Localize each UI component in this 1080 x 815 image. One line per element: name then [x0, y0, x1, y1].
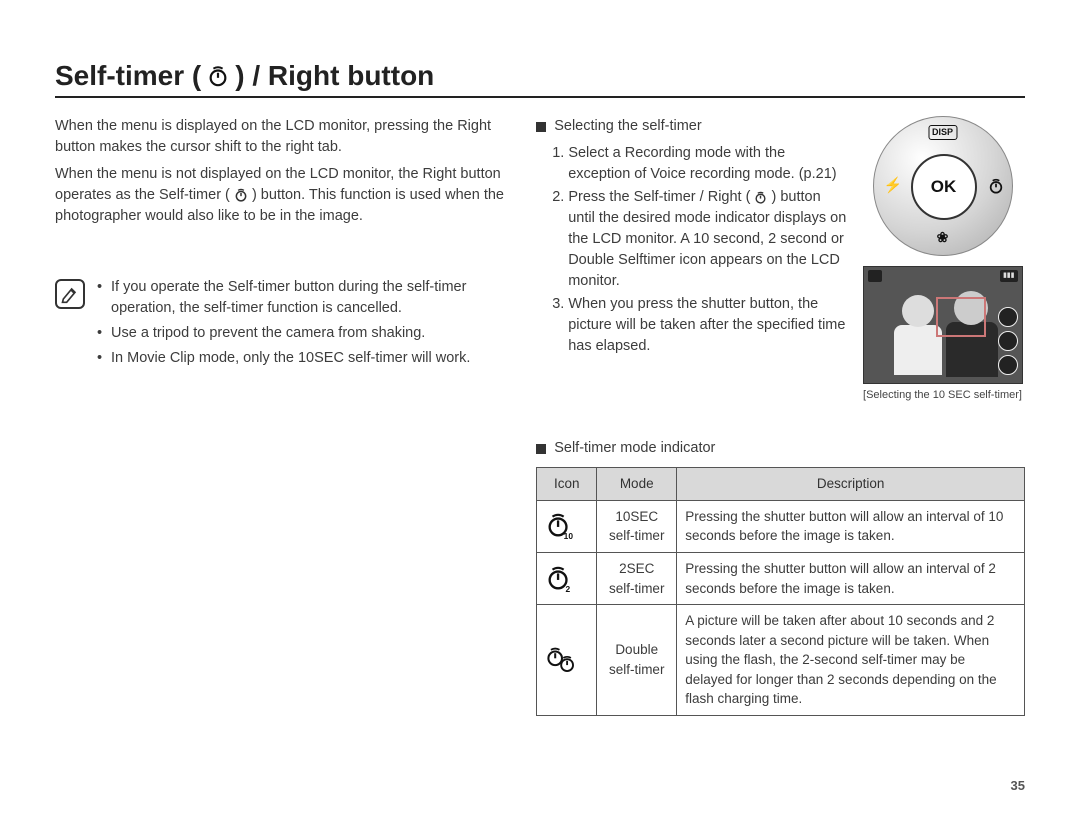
focus-frame-icon — [936, 297, 986, 337]
camera-mode-icon — [868, 270, 882, 282]
svg-text:2: 2 — [566, 584, 571, 593]
subheading-selecting: Selecting the self-timer — [536, 116, 850, 137]
mode-cell: Double self-timer — [597, 605, 677, 716]
nav-wheel-figure: DISP ⚡ ❀ OK — [873, 116, 1013, 256]
step-3: 3. When you press the shutter button, th… — [552, 294, 850, 357]
left-column: When the menu is displayed on the LCD mo… — [55, 116, 506, 716]
lcd-status-icon: ▮▮▮ — [1000, 270, 1018, 282]
timer-double-icon — [537, 605, 597, 716]
lcd-side-icon — [998, 307, 1018, 327]
th-desc: Description — [677, 468, 1025, 501]
page-title: Self-timer ( ) / Right button — [55, 60, 1025, 98]
lcd-preview-figure: ▮▮▮ — [863, 266, 1023, 384]
nav-disp-label: DISP — [928, 125, 957, 140]
square-bullet-icon — [536, 122, 546, 132]
indicator-section: Self-timer mode indicator Icon Mode Desc… — [536, 438, 1025, 716]
steps-section: Selecting the self-timer 1. Select a Rec… — [536, 116, 850, 402]
page-number: 35 — [1011, 778, 1025, 793]
timer-2sec-icon: 2 — [537, 553, 597, 605]
table-row: Double self-timer A picture will be take… — [537, 605, 1025, 716]
lcd-side-icon — [998, 355, 1018, 375]
self-timer-icon — [754, 191, 767, 204]
svg-text:10: 10 — [564, 532, 573, 541]
side-figures: DISP ⚡ ❀ OK ▮▮▮ — [860, 116, 1025, 402]
mode-indicator-table: Icon Mode Description 10 10SEC self-time… — [536, 467, 1025, 716]
timer-10sec-icon: 10 — [537, 500, 597, 552]
subheading-indicator: Self-timer mode indicator — [536, 438, 1025, 459]
intro-para-1: When the menu is displayed on the LCD mo… — [55, 116, 506, 158]
note-item: In Movie Clip mode, only the 10SEC self-… — [97, 348, 506, 369]
step-2: 2. Press the Self-timer / Right ( ) butt… — [552, 187, 850, 292]
self-timer-icon — [207, 65, 229, 87]
square-bullet-icon — [536, 444, 546, 454]
mode-cell: 2SEC self-timer — [597, 553, 677, 605]
macro-icon: ❀ — [937, 227, 949, 247]
note-item: Use a tripod to prevent the camera from … — [97, 323, 506, 344]
note-icon — [55, 279, 85, 309]
desc-cell: Pressing the shutter button will allow a… — [677, 553, 1025, 605]
mode-cell: 10SEC self-timer — [597, 500, 677, 552]
content-columns: When the menu is displayed on the LCD mo… — [55, 116, 1025, 716]
flash-icon: ⚡ — [884, 175, 903, 197]
table-row: 2 2SEC self-timer Pressing the shutter b… — [537, 553, 1025, 605]
self-timer-icon — [234, 188, 248, 202]
intro-para-2: When the menu is not displayed on the LC… — [55, 164, 506, 227]
ok-button-label: OK — [911, 154, 977, 220]
title-prefix: Self-timer ( — [55, 60, 201, 92]
table-row: 10 10SEC self-timer Pressing the shutter… — [537, 500, 1025, 552]
step-1: 1. Select a Recording mode with the exce… — [552, 143, 850, 185]
th-mode: Mode — [597, 468, 677, 501]
desc-cell: Pressing the shutter button will allow a… — [677, 500, 1025, 552]
th-icon: Icon — [537, 468, 597, 501]
note-list: If you operate the Self-timer button dur… — [97, 277, 506, 373]
right-column: Selecting the self-timer 1. Select a Rec… — [536, 116, 1025, 716]
lcd-side-icon — [998, 331, 1018, 351]
self-timer-icon — [988, 178, 1004, 194]
desc-cell: A picture will be taken after about 10 s… — [677, 605, 1025, 716]
figure-caption: [Selecting the 10 SEC self-timer] — [860, 388, 1025, 402]
note-box: If you operate the Self-timer button dur… — [55, 277, 506, 373]
title-suffix: ) / Right button — [235, 60, 434, 92]
note-item: If you operate the Self-timer button dur… — [97, 277, 506, 319]
